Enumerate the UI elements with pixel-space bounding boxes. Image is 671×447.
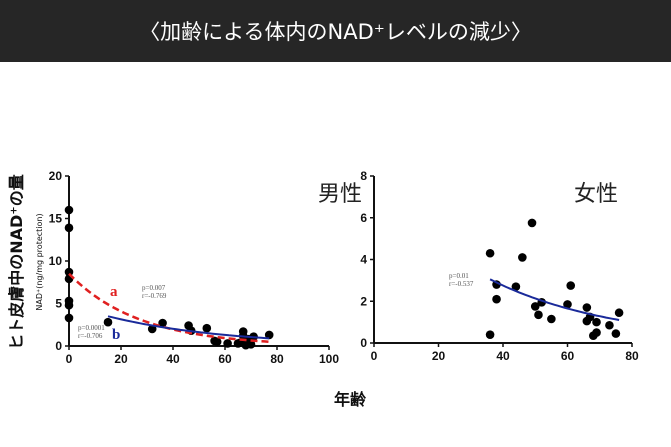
data-point xyxy=(212,337,222,347)
y-tick-label: 20 xyxy=(49,169,63,183)
fit-label: b xyxy=(112,327,120,343)
data-point xyxy=(592,328,601,337)
x-tick-label: 40 xyxy=(496,349,510,363)
data-point xyxy=(223,339,232,348)
data-point xyxy=(103,317,113,327)
x-axis-label: 年齢 xyxy=(334,390,367,409)
x-tick-label: 0 xyxy=(66,352,73,366)
y-tick-label: 4 xyxy=(360,253,367,267)
data-point xyxy=(547,314,556,324)
data-point xyxy=(64,313,74,323)
p-value: p=0.007 xyxy=(142,284,166,292)
page-title: 〈加齢による体内のNAD⁺レベルの減少〉 xyxy=(139,20,532,44)
data-point xyxy=(158,318,167,328)
r-value: r=-0.769 xyxy=(142,292,167,300)
x-tick-label: 60 xyxy=(561,349,575,363)
data-point xyxy=(246,340,256,349)
x-tick-label: 80 xyxy=(270,352,284,366)
r-value: r=-0.706 xyxy=(78,332,103,340)
p-value: p=0.01 xyxy=(449,272,469,280)
y-tick-label: 8 xyxy=(360,169,367,183)
fit-curve xyxy=(489,278,620,321)
data-point xyxy=(582,303,592,312)
fit-label: a xyxy=(110,284,118,300)
x-tick-label: 0 xyxy=(371,349,378,363)
x-tick-label: 40 xyxy=(166,352,180,366)
y-tick-label: 2 xyxy=(360,294,367,308)
data-point xyxy=(614,308,624,318)
x-tick-label: 100 xyxy=(319,352,339,366)
data-point xyxy=(566,281,576,290)
data-point xyxy=(530,302,540,311)
y-axis-label: ヒト皮膚中のNAD⁺の量 xyxy=(7,174,26,350)
data-point xyxy=(518,253,527,262)
y-tick-label: 15 xyxy=(49,212,63,226)
panel-title: 女性 xyxy=(574,182,618,207)
x-tick-label: 80 xyxy=(625,349,639,363)
data-point xyxy=(64,300,74,310)
data-point xyxy=(611,329,621,338)
r-value: r=-0.537 xyxy=(449,280,474,288)
x-tick-label: 20 xyxy=(114,352,128,366)
data-point xyxy=(64,205,74,215)
x-tick-label: 60 xyxy=(218,352,232,366)
p-value: p=0.0001 xyxy=(78,324,105,332)
y-axis-sublabel: NAD⁺(ng/mg protection) xyxy=(35,213,44,310)
data-point xyxy=(511,282,521,291)
data-point xyxy=(264,330,274,340)
data-point xyxy=(534,310,543,320)
y-tick-label: 6 xyxy=(360,211,367,225)
data-point xyxy=(485,330,495,339)
title-bar: 〈加齢による体内のNAD⁺レベルの減少〉 xyxy=(0,0,671,62)
data-point xyxy=(202,323,212,333)
data-point xyxy=(64,223,74,233)
data-point xyxy=(492,294,501,304)
fit-curve xyxy=(107,315,270,340)
data-point xyxy=(563,300,572,309)
y-tick-label: 0 xyxy=(360,336,367,350)
panel-title: 男性 xyxy=(318,182,362,207)
y-tick-label: 10 xyxy=(49,254,63,268)
x-tick-label: 20 xyxy=(432,349,446,363)
y-tick-label: 5 xyxy=(55,297,62,311)
data-point xyxy=(485,248,495,258)
data-point xyxy=(592,317,601,327)
data-point xyxy=(527,218,537,228)
data-point xyxy=(605,320,614,330)
y-tick-label: 0 xyxy=(55,339,62,353)
